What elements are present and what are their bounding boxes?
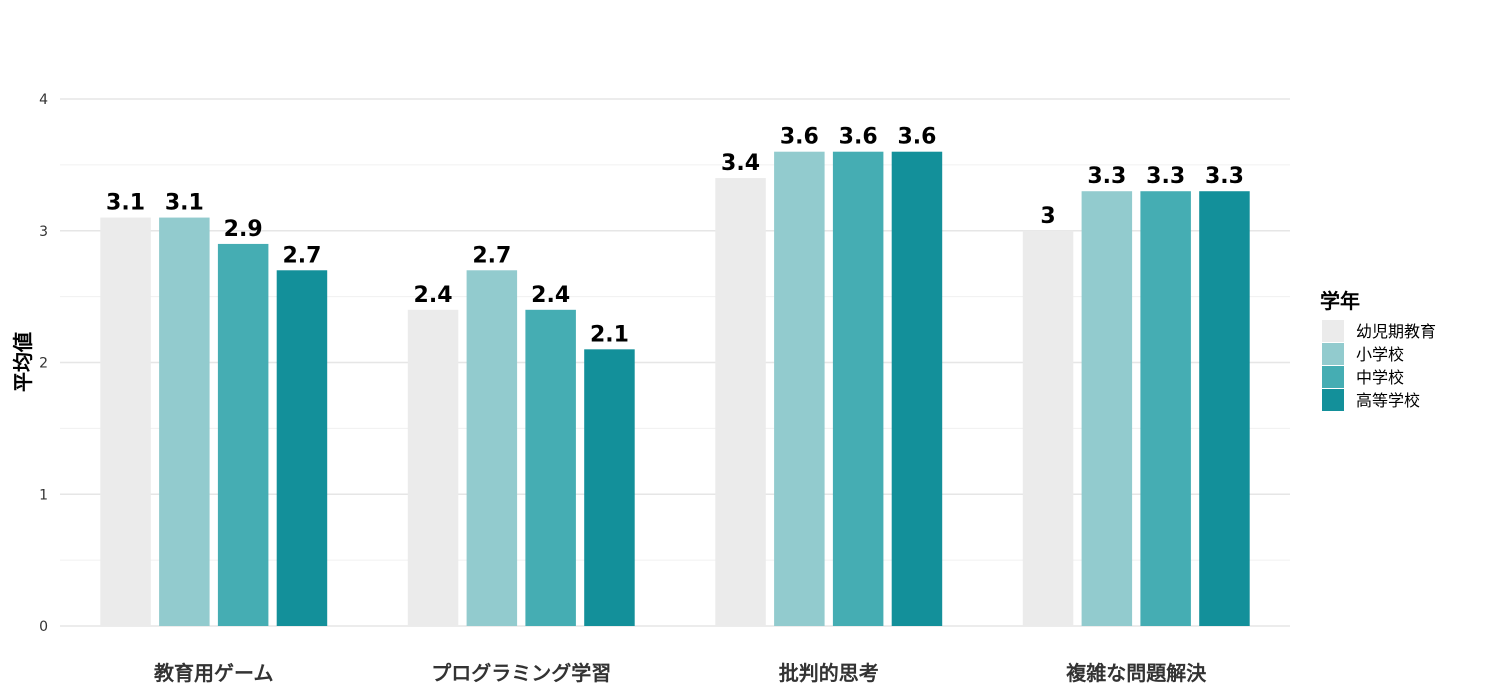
data-label: 3.3 [1087, 164, 1126, 189]
bar [276, 270, 328, 626]
data-labels: 3.1 3.1 2.9 2.7 2.4 2.7 2.4 2.1 3.4 3.6 3.6 3.6 3 3.3… [106, 125, 1244, 348]
legend-title: 学年 [1320, 289, 1360, 313]
bar [1140, 191, 1191, 626]
bar [466, 270, 518, 626]
y-tick-label: 4 [39, 92, 48, 108]
y-tick-label: 3 [39, 224, 48, 240]
bar [891, 151, 943, 626]
y-tick-label: 1 [39, 487, 48, 503]
data-label: 2.9 [224, 217, 263, 242]
data-label: 3.4 [721, 151, 760, 176]
x-tick-label: 教育用ゲーム [154, 661, 273, 685]
bar [407, 309, 459, 626]
y-axis-label: 平均値 [11, 332, 35, 392]
x-axis-ticks: 教育用ゲーム プログラミング学習 批判的思考 複雑な問題解決 [154, 661, 1207, 685]
data-label: 3.6 [897, 125, 936, 150]
data-label: 3.3 [1146, 164, 1185, 189]
legend-swatch [1322, 389, 1344, 411]
y-axis-ticks: 0 1 2 3 4 [39, 92, 48, 635]
legend-swatch [1322, 343, 1344, 365]
data-label: 3.6 [780, 125, 819, 150]
bar [525, 309, 576, 626]
bar [217, 243, 269, 627]
data-label: 3 [1040, 204, 1055, 229]
bar [1081, 191, 1133, 626]
x-tick-label: プログラミング学習 [431, 661, 611, 685]
x-tick-label: 批判的思考 [779, 661, 879, 685]
x-tick-label: 複雑な問題解決 [1066, 661, 1207, 685]
y-tick-label: 0 [39, 619, 48, 635]
bar [774, 151, 825, 626]
data-label: 2.1 [590, 322, 629, 347]
data-label: 2.4 [531, 283, 570, 308]
legend-label: 小学校 [1356, 345, 1404, 364]
data-label: 2.7 [282, 243, 321, 268]
legend-label: 幼児期教育 [1356, 322, 1436, 341]
bars [100, 151, 1250, 627]
bar [584, 349, 635, 626]
bar [100, 217, 151, 626]
legend-swatch [1322, 366, 1344, 388]
bar [159, 217, 210, 626]
y-tick-label: 2 [39, 356, 48, 372]
data-label: 3.1 [165, 191, 204, 216]
data-label: 2.4 [414, 283, 453, 308]
legend-label: 高等学校 [1356, 391, 1420, 410]
bar [832, 151, 884, 626]
bar [1022, 230, 1074, 626]
legend-label: 中学校 [1356, 368, 1404, 387]
data-label: 3.3 [1205, 164, 1244, 189]
bar [715, 178, 766, 627]
data-label: 3.6 [839, 125, 878, 150]
bar [1199, 191, 1250, 626]
data-label: 2.7 [472, 243, 511, 268]
data-label: 3.1 [106, 191, 145, 216]
legend-swatch [1322, 320, 1344, 342]
